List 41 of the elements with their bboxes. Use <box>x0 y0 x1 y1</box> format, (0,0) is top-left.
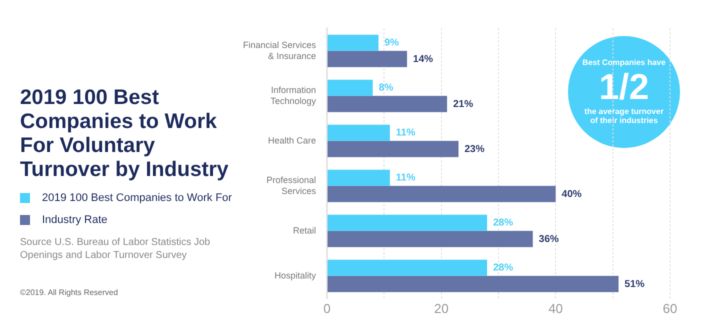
data-label: 40% <box>562 188 582 200</box>
data-label: 23% <box>464 144 485 155</box>
x-tick-label: 60 <box>662 300 678 316</box>
data-label: 8% <box>378 82 394 94</box>
y-tick-label: Professional Services <box>266 174 317 196</box>
data-label: 14% <box>413 54 434 65</box>
bar <box>328 124 390 141</box>
data-label: 11% <box>396 128 416 139</box>
legend-label: 2019 100 Best Companies to Work For <box>42 192 232 204</box>
bar <box>328 96 448 112</box>
x-tick-label: 0 <box>323 300 331 316</box>
x-tick-label: 40 <box>548 300 563 316</box>
text: ©2019. All Rights Reserved <box>20 288 118 297</box>
data-label: 11% <box>396 172 416 184</box>
legend-label: Industry Rate <box>42 214 108 226</box>
y-tick-label: Hospitality <box>274 270 317 280</box>
data-label: 9% <box>384 38 400 49</box>
bar <box>328 186 556 202</box>
annotation: 1/2 <box>598 66 650 107</box>
bar <box>328 50 408 68</box>
bar <box>328 260 488 276</box>
data-label: 21% <box>453 98 474 110</box>
bar <box>328 170 390 186</box>
bar <box>328 214 488 231</box>
data-label: 36% <box>538 234 559 245</box>
bar <box>328 230 533 248</box>
bar <box>328 80 373 96</box>
bar <box>328 34 378 51</box>
x-tick-label: 20 <box>434 300 449 316</box>
annotation: Best Companies have <box>581 58 667 67</box>
data-label: 51% <box>624 278 645 290</box>
y-tick-label: Retail <box>293 225 316 236</box>
bar <box>328 140 458 158</box>
y-tick-label: Financial Services & Insurance <box>242 40 317 61</box>
source-note: Source U.S. Bureau of Labor Statistics Job Openings and Labor Turnover Survey <box>20 236 212 262</box>
bar <box>328 276 619 292</box>
y-tick-label: Information Technology <box>270 84 317 106</box>
data-label: 28% <box>493 218 514 229</box>
text: 2019 100 Best Companies to Work For Voluntary Turnover by Industry <box>20 86 230 182</box>
data-label: 28% <box>493 262 514 274</box>
y-tick-label: Health Care <box>268 135 316 146</box>
